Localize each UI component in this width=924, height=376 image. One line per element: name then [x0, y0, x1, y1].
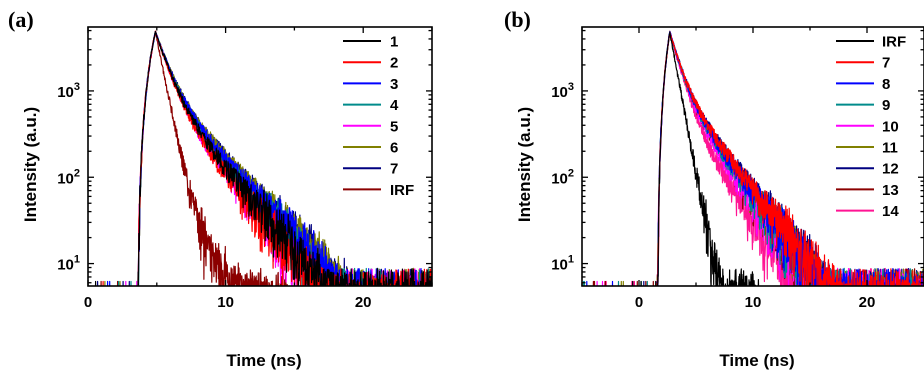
legend-label-9: 9	[882, 97, 890, 114]
series-line-irf	[100, 32, 288, 286]
y-axis-title: Intensity (a.u.)	[515, 107, 534, 222]
panel-label: (b)	[504, 7, 531, 32]
series-line-4	[117, 32, 432, 286]
legend-label-irf: IRF	[882, 34, 906, 51]
x-tick-label: 20	[355, 294, 372, 311]
x-tick-label: 0	[635, 294, 643, 311]
series-line-1	[94, 30, 432, 286]
y-tick-label: 103	[551, 81, 574, 101]
legend-label-13: 13	[882, 182, 899, 199]
legend-label-10: 10	[882, 118, 899, 135]
x-axis-title: Time (ns)	[226, 351, 301, 370]
panel-a: (a) 0 10 20 101 102 103 Time (ns) Intensity (a.u…	[8, 7, 433, 370]
y-tick-label: 103	[57, 81, 80, 101]
series-line-irf	[632, 31, 760, 286]
series-line-5	[125, 31, 432, 286]
x-tick-label: 10	[745, 294, 762, 311]
series-line-7	[96, 31, 432, 286]
legend-label-1: 1	[390, 34, 398, 51]
series-line-8	[586, 31, 924, 286]
legend-label-3: 3	[390, 76, 398, 93]
series-line-14	[604, 32, 924, 286]
plot-frame	[87, 26, 433, 287]
series-line-13	[592, 30, 924, 286]
series-line-3	[106, 31, 432, 286]
legend-label-4: 4	[390, 97, 399, 114]
legend-label-2: 2	[390, 55, 398, 72]
series-line-2	[102, 30, 432, 286]
legend: IRF 7 8 9 10 11 12 13 14	[836, 34, 906, 220]
x-axis-title: Time (ns)	[719, 351, 794, 370]
x-tick-label: 20	[859, 294, 876, 311]
y-tick-label: 102	[57, 167, 80, 187]
y-axis-title: Intensity (a.u.)	[21, 107, 40, 222]
series-line-12	[643, 31, 924, 286]
x-tick-label: 10	[217, 294, 234, 311]
legend-label-7: 7	[390, 161, 398, 178]
y-tick-label: 102	[551, 167, 574, 187]
plot-area	[94, 30, 432, 286]
legend-label-irf: IRF	[390, 182, 414, 199]
legend-label-5: 5	[390, 118, 398, 135]
panel-b: (b) 0 10 20 101 102 103 Time (ns) Intensity (a.u…	[504, 7, 924, 370]
plot-area	[583, 30, 924, 286]
legend-label-7: 7	[882, 55, 890, 72]
series-line-11	[620, 31, 924, 286]
y-tick-label: 101	[551, 254, 574, 274]
series-line-9	[583, 32, 924, 286]
series-line-10	[596, 31, 924, 286]
x-tick-label: 0	[84, 294, 92, 311]
legend-label-14: 14	[882, 203, 899, 220]
y-tick-label: 101	[57, 254, 80, 274]
panel-label: (a)	[8, 7, 34, 32]
legend-label-11: 11	[882, 140, 898, 157]
legend-label-6: 6	[390, 140, 398, 157]
legend: 1 2 3 4 5 6 7 IRF	[343, 34, 414, 199]
series-line-7	[656, 32, 924, 286]
legend-label-8: 8	[882, 76, 890, 93]
series-line-6	[104, 32, 432, 286]
legend-label-12: 12	[882, 161, 899, 178]
